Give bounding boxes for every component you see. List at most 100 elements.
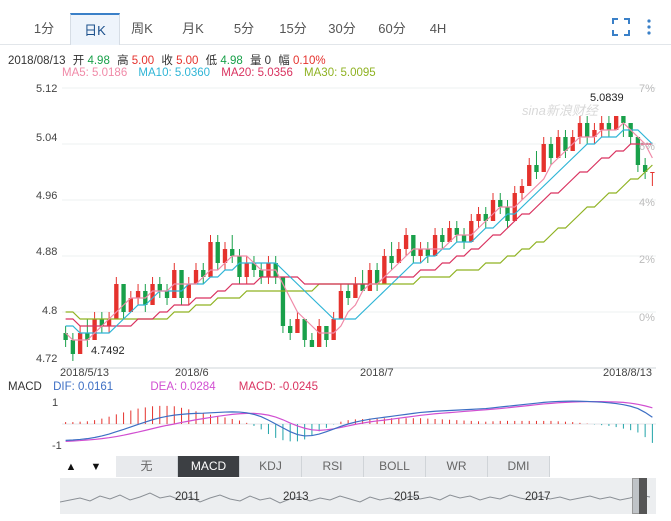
candle	[628, 123, 633, 144]
price-tick: 5.12	[36, 83, 58, 95]
navigator-history-line	[59, 492, 651, 504]
volume-value: 0	[264, 55, 272, 67]
navigator-year: 2015	[394, 491, 420, 503]
price-tick: 5.04	[36, 132, 58, 144]
candle	[222, 242, 228, 270]
price-tick: 4.72	[36, 353, 58, 365]
macd-chart[interactable]	[0, 395, 671, 455]
percent-tick: 2%	[639, 254, 655, 266]
candle	[186, 277, 191, 305]
percent-tick: 6%	[639, 141, 655, 153]
close-value: 5.00	[176, 55, 199, 67]
candle	[179, 270, 184, 305]
candle	[440, 228, 445, 249]
date-tick: 2018/8/13	[603, 367, 652, 379]
dea-label: DEA: 0.0284	[150, 381, 216, 393]
indicator-button[interactable]: MACD	[178, 456, 240, 477]
dea-line	[65, 401, 653, 442]
candle	[353, 277, 358, 298]
percent-tick: 0%	[639, 312, 655, 324]
candle	[403, 228, 409, 256]
tab-period[interactable]: 60分	[378, 21, 406, 36]
tab-period[interactable]: 周K	[131, 21, 153, 36]
low-label: 低	[205, 55, 218, 67]
candle	[295, 312, 300, 333]
scroll-up-arrow[interactable]: ▲	[65, 461, 77, 473]
date-tick: 2018/5/13	[60, 367, 109, 379]
candle	[288, 319, 293, 340]
navigator-year: 2017	[525, 491, 551, 503]
indicator-button[interactable]: RSI	[302, 456, 364, 477]
candle	[447, 221, 452, 242]
macd-title: MACD	[8, 381, 42, 393]
tab-period[interactable]: 4H	[429, 21, 447, 36]
navigator-year: 2011	[175, 491, 200, 503]
candle	[128, 291, 133, 312]
close-label: 收	[161, 55, 173, 67]
indicator-button[interactable]: 无	[116, 456, 178, 477]
price-tick: 4.96	[36, 190, 58, 202]
candle	[135, 284, 141, 305]
tab-period[interactable]: 日K	[70, 13, 120, 45]
candle	[244, 256, 249, 284]
candle	[251, 256, 257, 277]
candle	[454, 221, 459, 242]
candle	[577, 116, 583, 144]
indicator-button[interactable]: KDJ	[240, 456, 302, 477]
low-value: 4.98	[220, 55, 243, 67]
sina-watermark: sina新浪财经	[522, 103, 598, 118]
more-menu-icon[interactable]	[644, 18, 654, 36]
tab-period[interactable]: 30分	[328, 21, 356, 36]
indicator-button[interactable]: BOLL	[364, 456, 426, 477]
candle	[469, 214, 474, 242]
candle	[63, 326, 68, 347]
candle	[70, 333, 76, 361]
price-tick: 4.88	[36, 246, 58, 258]
ma30-label: MA30: 5.0095	[304, 67, 376, 79]
candle	[121, 284, 126, 319]
navigator-selection[interactable]	[639, 478, 647, 514]
period-tabs: 1分 日K 周K 月K 5分 15分 30分 60分 4H	[0, 0, 671, 45]
candle	[512, 186, 517, 221]
ma20-line	[65, 143, 653, 327]
candle	[519, 179, 525, 200]
scroll-down-arrow[interactable]: ▼	[90, 461, 102, 473]
tab-period[interactable]: 15分	[279, 21, 307, 36]
candle	[642, 158, 648, 179]
candle	[280, 277, 286, 333]
candle	[302, 319, 307, 347]
open-label: 开	[72, 55, 85, 67]
candle	[534, 151, 539, 179]
candle	[193, 263, 199, 284]
tab-period[interactable]: 月K	[182, 21, 204, 36]
dif-label: DIF: 0.0161	[53, 381, 114, 393]
candle	[635, 137, 641, 172]
time-navigator[interactable]	[59, 478, 656, 514]
percent-tick: 4%	[639, 197, 655, 209]
candle	[585, 116, 590, 144]
indicator-button[interactable]: WR	[426, 456, 488, 477]
candle	[237, 249, 242, 284]
candlestick-chart[interactable]	[0, 80, 671, 380]
macd-legend: MACD DIF: 0.0161 DEA: 0.0284 MACD: -0.02…	[8, 381, 318, 393]
high-value: 5.00	[131, 55, 155, 67]
dif-line	[65, 400, 653, 441]
candle	[483, 207, 488, 228]
candle	[563, 130, 568, 158]
open-value: 4.98	[87, 55, 110, 67]
candle	[650, 172, 655, 186]
macd-tick: -1	[52, 440, 62, 452]
candle	[490, 193, 496, 221]
candle	[396, 242, 402, 263]
indicator-button[interactable]: DMI	[488, 456, 550, 477]
fullscreen-icon[interactable]	[612, 18, 630, 36]
percent-tick: 7%	[639, 83, 655, 95]
candle	[230, 235, 235, 263]
candle	[331, 312, 336, 340]
candle	[382, 249, 387, 284]
tab-period[interactable]: 5分	[233, 21, 255, 36]
candle	[201, 263, 206, 284]
tab-period[interactable]: 1分	[33, 21, 55, 36]
candle	[548, 137, 554, 165]
ma-legend: MA5: 5.0186 MA10: 5.0360 MA20: 5.0356 MA…	[62, 67, 384, 79]
